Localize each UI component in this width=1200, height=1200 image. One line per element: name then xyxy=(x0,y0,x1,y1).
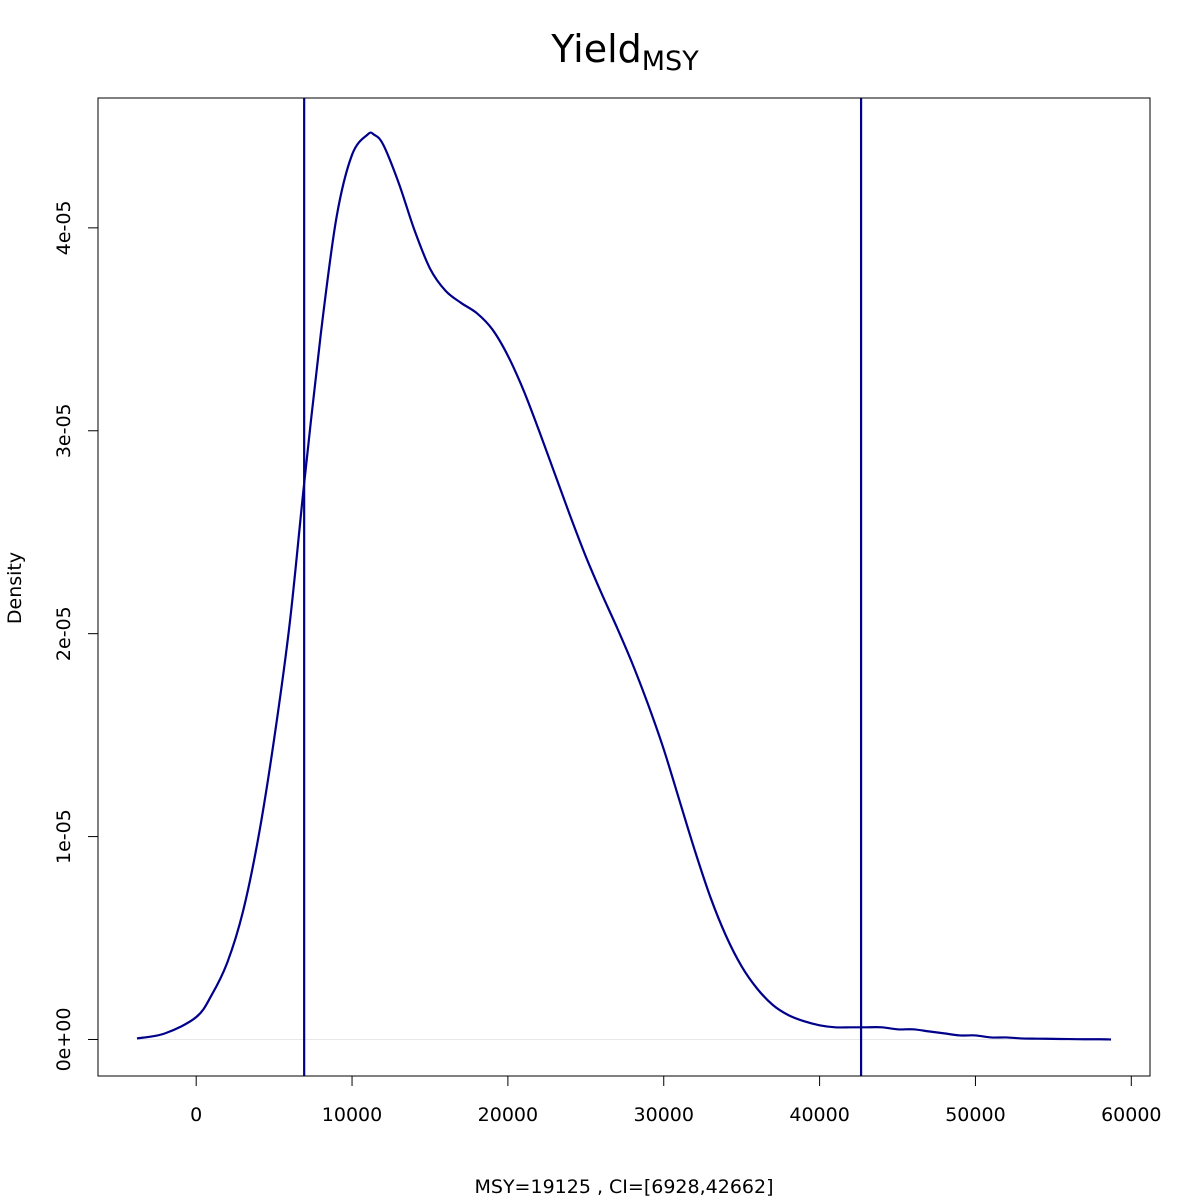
y-axis: 0e+00 1e-05 2e-05 3e-05 4e-05 xyxy=(53,200,99,1072)
y-tick-label: 1e-05 xyxy=(53,809,75,864)
chart-title-subscript: MSY xyxy=(642,46,699,77)
chart-title-main: Yield xyxy=(550,27,641,71)
x-tick-label: 60000 xyxy=(1101,1104,1161,1126)
density-curve xyxy=(136,131,1112,1041)
x-tick-label: 20000 xyxy=(478,1104,538,1126)
confidence-interval-lines xyxy=(303,98,863,1076)
x-tick-label: 50000 xyxy=(945,1104,1005,1126)
x-tick-label: 10000 xyxy=(322,1104,382,1126)
chart-title: YieldMSY xyxy=(550,27,699,77)
y-tick-label: 2e-05 xyxy=(53,606,75,661)
x-tick-label: 40000 xyxy=(789,1104,849,1126)
x-axis-label: MSY=19125 , CI=[6928,42662] xyxy=(475,1176,774,1198)
y-axis-label: Density xyxy=(4,552,26,624)
x-tick-label: 0 xyxy=(190,1104,202,1126)
plot-area xyxy=(136,98,1112,1076)
x-tick-label: 30000 xyxy=(634,1104,694,1126)
y-tick-label: 4e-05 xyxy=(53,200,75,255)
y-tick-label: 3e-05 xyxy=(53,403,75,458)
y-tick-label: 0e+00 xyxy=(53,1008,75,1072)
x-axis: 0 10000 20000 30000 40000 50000 60000 xyxy=(190,1075,1162,1126)
